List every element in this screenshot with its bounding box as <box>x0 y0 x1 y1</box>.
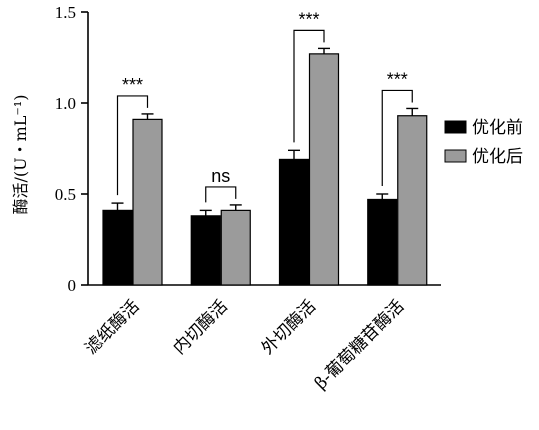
significance-bracket <box>293 29 325 143</box>
significance-label: ns <box>211 166 230 186</box>
bars <box>102 47 428 286</box>
category-label: 外切酶活 <box>258 296 320 358</box>
legend-label: 优化前 <box>472 118 523 138</box>
significance-label: *** <box>122 75 143 95</box>
bar-after <box>132 118 163 286</box>
bar-after <box>220 209 251 286</box>
bar-before <box>278 158 310 286</box>
significance-brackets: *** ns *** *** <box>116 9 413 203</box>
y-tick-label: 1.0 <box>55 94 76 113</box>
bar-after <box>397 115 428 286</box>
category-label: 内切酶活 <box>170 296 232 358</box>
significance-bracket <box>116 95 149 196</box>
bar-before <box>367 198 398 286</box>
category-label: 滤纸酶活 <box>81 296 143 358</box>
y-tick-label: 1.5 <box>55 3 76 22</box>
y-axis-label: 酶活/(U・mL⁻¹) <box>11 94 30 214</box>
category-label: β-葡萄糖苷酶活 <box>311 296 408 393</box>
significance-bracket <box>205 186 237 203</box>
bar-after <box>308 53 340 286</box>
y-ticks: 0 0.5 1.0 1.5 <box>55 3 88 295</box>
legend-swatch <box>444 149 467 163</box>
legend-label: 优化后 <box>472 147 523 167</box>
bar-before <box>190 215 221 286</box>
y-tick-label: 0.5 <box>55 185 76 204</box>
significance-bracket <box>381 89 413 186</box>
y-tick-label: 0 <box>68 276 77 295</box>
legend-swatch <box>444 120 467 134</box>
bar-before <box>102 209 133 286</box>
significance-label: *** <box>298 9 319 29</box>
significance-label: *** <box>387 69 408 89</box>
